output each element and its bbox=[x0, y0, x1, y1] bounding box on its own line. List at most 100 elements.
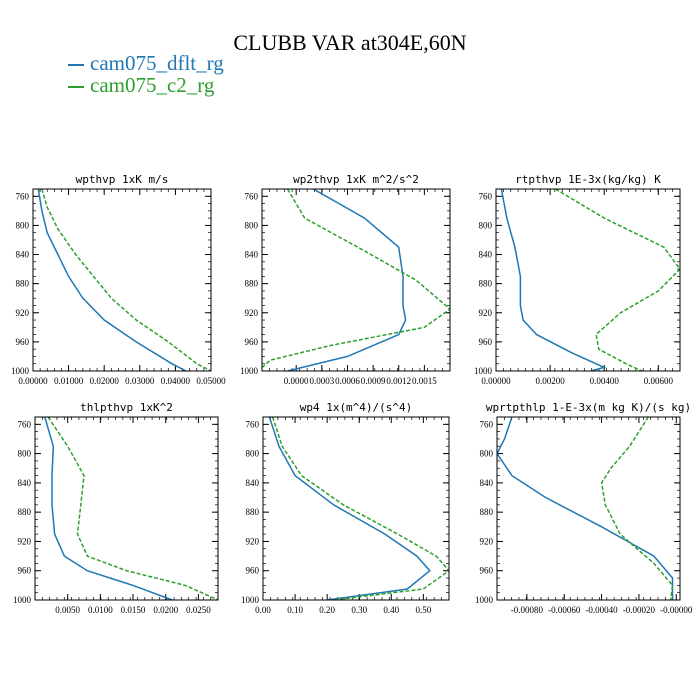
series-line-dflt bbox=[268, 417, 431, 600]
series-line-c2 bbox=[262, 189, 450, 368]
y-tick-label: 800 bbox=[18, 449, 32, 459]
series-line-c2 bbox=[600, 417, 674, 600]
plot-frame bbox=[261, 188, 451, 372]
y-tick-label: 960 bbox=[245, 337, 259, 347]
legend-label-c2: cam075_c2_rg bbox=[90, 73, 215, 97]
y-tick-label: 1000 bbox=[13, 595, 32, 605]
x-tick-label: 0.00400 bbox=[590, 376, 620, 386]
y-tick-label: 760 bbox=[480, 419, 494, 429]
series-line-dflt bbox=[497, 417, 674, 600]
y-tick-label: 960 bbox=[480, 566, 494, 576]
y-tick-label: 800 bbox=[479, 220, 493, 230]
chart-title: rtpthvp 1E-3x(kg/kg) K bbox=[515, 173, 661, 186]
chart-title: thlpthvp 1xK^2 bbox=[80, 401, 173, 414]
y-tick-label: 1000 bbox=[240, 366, 259, 376]
y-tick-label: 880 bbox=[480, 507, 494, 517]
series-line-c2 bbox=[41, 189, 211, 371]
legend-item-dflt: cam075_dflt_rg bbox=[68, 51, 224, 76]
legend-swatch-c2 bbox=[68, 86, 84, 89]
y-tick-label: 840 bbox=[16, 250, 30, 260]
chart-4: thlpthvp 1xK^2 760 800 840 880 920 960 1000 0.00… bbox=[13, 401, 219, 615]
plot-frame bbox=[496, 416, 681, 601]
y-tick-label: 1000 bbox=[474, 366, 493, 376]
y-tick-label: 920 bbox=[16, 308, 30, 318]
y-tick-label: 760 bbox=[479, 191, 493, 201]
x-tick-label: 0.40 bbox=[383, 605, 399, 615]
y-tick-label: 880 bbox=[16, 279, 30, 289]
x-tick-label: -0.00040 bbox=[585, 605, 618, 615]
legend-item-c2: cam075_c2_rg bbox=[68, 73, 214, 98]
series-line-dflt bbox=[500, 189, 607, 371]
x-tick-label: 0.0150 bbox=[121, 605, 146, 615]
x-tick-label: 0.00 bbox=[255, 605, 271, 615]
x-tick-label: 0.0015 bbox=[412, 376, 437, 386]
y-tick-label: 960 bbox=[16, 337, 30, 347]
x-tick-label: -0.00080 bbox=[511, 605, 544, 615]
y-tick-label: 880 bbox=[246, 507, 260, 517]
x-tick-label: 0.0050 bbox=[55, 605, 80, 615]
y-tick-label: 800 bbox=[246, 449, 260, 459]
x-tick-label: 0.0006 bbox=[335, 376, 360, 386]
series-line-dflt bbox=[44, 417, 173, 600]
x-tick-label: 0.10 bbox=[287, 605, 303, 615]
chart-title: wpthvp 1xK m/s bbox=[76, 173, 169, 186]
y-tick-label: 760 bbox=[246, 419, 260, 429]
series-line-c2 bbox=[555, 189, 680, 371]
x-tick-label: 0.0250 bbox=[186, 605, 211, 615]
chart-title: wprtpthlp 1-E-3x(m kg K)/(s kg) bbox=[486, 401, 691, 414]
x-tick-label: 0.01000 bbox=[54, 376, 84, 386]
x-tick-label: 0.0200 bbox=[153, 605, 178, 615]
y-tick-label: 960 bbox=[246, 566, 260, 576]
y-tick-label: 880 bbox=[18, 507, 32, 517]
series-line-dflt bbox=[287, 189, 407, 371]
x-tick-label: 0.0009 bbox=[361, 376, 386, 386]
y-tick-label: 840 bbox=[246, 478, 260, 488]
chart-title: wp4 1x(m^4)/(s^4) bbox=[300, 401, 413, 414]
y-tick-label: 800 bbox=[16, 220, 30, 230]
x-tick-label: -0.00060 bbox=[548, 605, 581, 615]
y-tick-label: 1000 bbox=[475, 595, 494, 605]
x-tick-label: 0.0003 bbox=[309, 376, 334, 386]
x-tick-label: 0.0000 bbox=[284, 376, 309, 386]
x-tick-label: 0.00000 bbox=[481, 376, 511, 386]
y-tick-label: 920 bbox=[479, 308, 493, 318]
x-tick-label: -0.00020 bbox=[623, 605, 656, 615]
x-tick-label: 0.30 bbox=[351, 605, 367, 615]
y-tick-label: 880 bbox=[245, 279, 259, 289]
y-tick-label: 920 bbox=[480, 536, 494, 546]
x-tick-label: 0.50 bbox=[415, 605, 431, 615]
y-tick-label: 800 bbox=[480, 449, 494, 459]
y-tick-label: 920 bbox=[245, 308, 259, 318]
plot-frame bbox=[495, 188, 681, 372]
y-tick-label: 1000 bbox=[241, 595, 260, 605]
plot-frame bbox=[32, 188, 212, 372]
chart-6: wprtpthlp 1-E-3x(m kg K)/(s kg) 760 800 840… bbox=[475, 401, 693, 615]
x-tick-label: 0.0100 bbox=[88, 605, 113, 615]
y-tick-label: 840 bbox=[480, 478, 494, 488]
plot-frame bbox=[34, 416, 219, 601]
y-tick-label: 880 bbox=[479, 279, 493, 289]
figure-title: CLUBB VAR at304E,60N bbox=[233, 30, 467, 55]
y-tick-label: 920 bbox=[246, 536, 260, 546]
x-tick-label: 0.03000 bbox=[125, 376, 155, 386]
x-tick-label: 0.20 bbox=[319, 605, 335, 615]
x-tick-label: 0.00000 bbox=[18, 376, 48, 386]
y-tick-label: 800 bbox=[245, 220, 259, 230]
x-tick-label: 0.0012 bbox=[386, 376, 411, 386]
y-tick-label: 840 bbox=[479, 250, 493, 260]
chart-2: wp2thvp 1xK m^2/s^2 760 800 840 880 920 960 100… bbox=[240, 173, 451, 386]
legend-label-dflt: cam075_dflt_rg bbox=[90, 51, 224, 75]
x-tick-label: 0.02000 bbox=[90, 376, 120, 386]
x-tick-label: 0.00200 bbox=[535, 376, 565, 386]
y-tick-label: 760 bbox=[18, 419, 32, 429]
y-tick-label: 840 bbox=[245, 250, 259, 260]
y-tick-label: 1000 bbox=[11, 366, 30, 376]
plot-frame bbox=[262, 416, 450, 601]
y-tick-label: 960 bbox=[479, 337, 493, 347]
x-tick-label: 0.04000 bbox=[161, 376, 191, 386]
x-tick-label: -0.00000 bbox=[660, 605, 693, 615]
x-tick-label: 0.00600 bbox=[644, 376, 674, 386]
series-line-c2 bbox=[47, 417, 218, 600]
chart-5: wp4 1x(m^4)/(s^4)76080084088092096010000… bbox=[241, 401, 450, 615]
chart-title: wp2thvp 1xK m^2/s^2 bbox=[293, 173, 419, 186]
